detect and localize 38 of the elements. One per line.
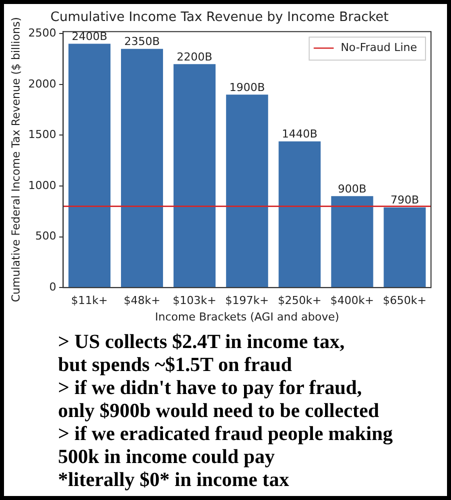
chart-title: Cumulative Income Tax Revenue by Income Bracket bbox=[50, 10, 389, 26]
x-tick-label: $103k+ bbox=[172, 294, 216, 308]
bar bbox=[384, 207, 426, 288]
y-tick-label: 2500 bbox=[28, 26, 56, 40]
bar bbox=[68, 44, 110, 288]
data-label: 1900B bbox=[229, 80, 265, 94]
x-tick-label: $250k+ bbox=[278, 294, 322, 308]
bar bbox=[278, 141, 321, 288]
data-label: 900B bbox=[338, 182, 366, 196]
bar bbox=[226, 94, 268, 288]
data-label: 2200B bbox=[176, 50, 212, 64]
y-tick-label: 2000 bbox=[28, 77, 56, 90]
x-tick-label: $11k+ bbox=[71, 294, 108, 308]
legend-label: No-Fraud Line bbox=[340, 40, 418, 54]
data-label: 2350B bbox=[124, 35, 160, 48]
text: only $900b would need to be collected bbox=[58, 400, 380, 423]
x-tick-label: $197k+ bbox=[225, 294, 269, 308]
text: > if we didn't have to pay for fraud, bbox=[58, 377, 363, 400]
data-label: 2400B bbox=[72, 30, 108, 44]
bar bbox=[331, 196, 374, 288]
data-label: 790B bbox=[390, 194, 419, 207]
text: > if we eradicated fraud people making bbox=[58, 423, 393, 446]
y-axis-title: Cumulative Federal Income Tax Revenue ($ billions) bbox=[9, 17, 22, 302]
x-tick-label: $48k+ bbox=[124, 294, 160, 308]
bar bbox=[174, 64, 216, 288]
text: *literally $0* in income tax bbox=[58, 469, 290, 492]
y-tick-label: 1000 bbox=[28, 178, 56, 192]
data-label: 1440B bbox=[282, 128, 318, 141]
y-tick-label: 500 bbox=[35, 230, 56, 243]
text: > US collects $2.4T in income tax, bbox=[58, 331, 346, 354]
text: 500k in income could pay bbox=[58, 446, 276, 469]
x-axis-title: Income Brackets (AGI and above) bbox=[154, 310, 340, 324]
y-tick-label: 0 bbox=[49, 280, 56, 294]
x-tick-label: $650k+ bbox=[382, 294, 427, 308]
text: but spends ~$1.5T on fraud bbox=[58, 354, 294, 377]
x-tick-label: $400k+ bbox=[330, 294, 374, 308]
bar bbox=[120, 48, 164, 288]
y-tick-label: 1500 bbox=[28, 128, 56, 142]
